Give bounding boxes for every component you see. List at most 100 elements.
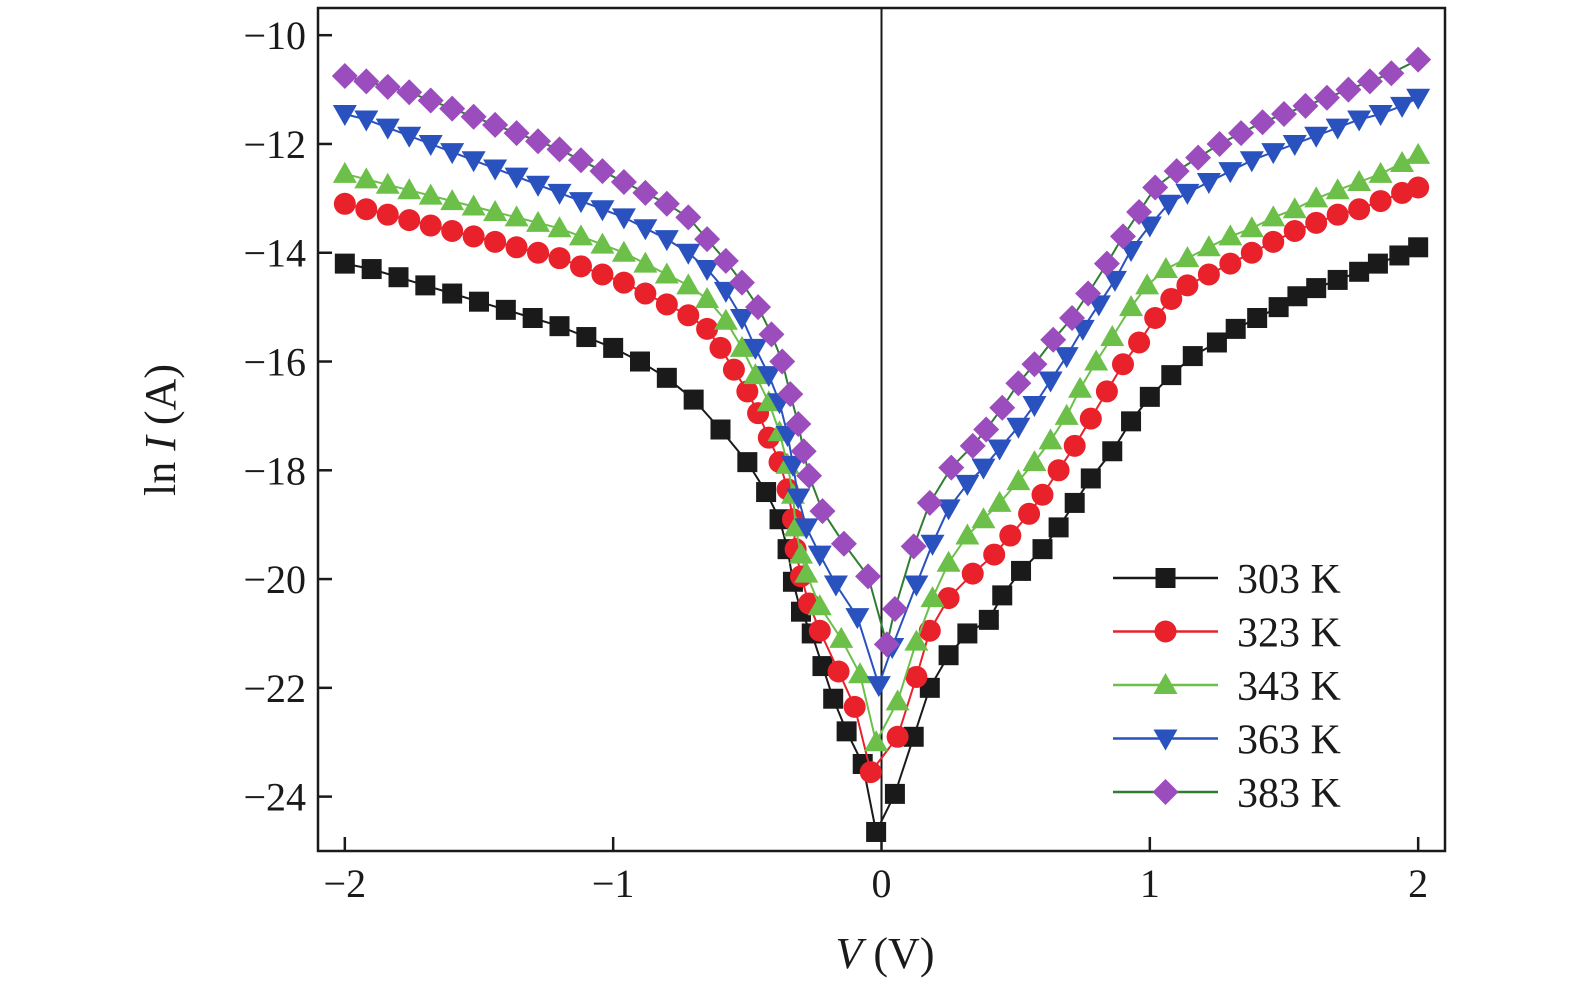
data-point — [1261, 143, 1286, 165]
data-point — [1228, 120, 1255, 147]
data-point — [1218, 224, 1243, 246]
data-point — [785, 411, 812, 438]
data-point — [900, 533, 927, 560]
data-point — [1038, 371, 1063, 393]
legend-item: 383 K — [1113, 771, 1341, 817]
data-point — [728, 269, 755, 296]
data-point — [936, 499, 961, 521]
x-tick-label: 0 — [872, 861, 892, 906]
legend-item: 363 K — [1113, 718, 1341, 764]
legend-item: 323 K — [1113, 611, 1341, 657]
data-point — [1349, 261, 1370, 282]
legend-item: 303 K — [1113, 557, 1341, 603]
data-point — [1126, 198, 1153, 225]
data-point — [419, 214, 442, 237]
data-point — [1405, 46, 1432, 73]
data-point — [987, 490, 1012, 512]
data-point — [1040, 326, 1067, 353]
data-point — [1112, 353, 1134, 376]
data-point — [807, 545, 832, 567]
data-point — [1160, 287, 1183, 310]
series-383k — [331, 46, 1432, 658]
data-point — [937, 587, 960, 610]
data-point — [695, 260, 720, 282]
data-point — [1048, 517, 1069, 538]
data-point — [1197, 263, 1220, 286]
data-point — [611, 240, 636, 262]
data-point — [503, 120, 530, 147]
data-point — [920, 586, 945, 608]
x-axis: −2 −1 0 1 2 — [324, 837, 1428, 906]
y-tick-label: −12 — [243, 122, 306, 167]
data-point — [1335, 76, 1362, 103]
data-point — [796, 462, 823, 489]
data-point — [1304, 126, 1329, 148]
data-point — [462, 225, 485, 248]
data-point — [612, 271, 635, 294]
data-point — [653, 190, 680, 217]
data-point — [1225, 318, 1246, 339]
legend-marker — [1154, 620, 1177, 643]
data-point — [916, 489, 943, 516]
data-point — [331, 62, 358, 89]
data-point — [504, 167, 529, 189]
data-point — [504, 205, 529, 227]
data-point — [1139, 386, 1160, 407]
data-point — [1022, 396, 1047, 418]
data-point — [973, 416, 1000, 443]
y-axis-label: ln I (A) — [136, 364, 185, 496]
data-point — [1356, 68, 1383, 95]
data-point — [1390, 96, 1415, 118]
data-point — [794, 518, 819, 540]
data-point — [1031, 483, 1054, 506]
data-point — [836, 721, 857, 742]
data-point — [1378, 60, 1405, 87]
data-point — [1137, 216, 1162, 238]
data-point — [633, 219, 658, 241]
y-tick-label: −20 — [243, 557, 306, 602]
data-point — [1389, 245, 1410, 266]
series-group — [331, 46, 1432, 842]
data-point — [978, 609, 999, 630]
data-point — [1102, 270, 1127, 292]
data-point — [611, 208, 636, 230]
data-point — [1271, 101, 1297, 128]
data-point — [333, 192, 356, 215]
legend-marker — [1155, 568, 1176, 588]
data-point — [1249, 109, 1276, 136]
data-point — [1282, 134, 1307, 156]
data-point — [1185, 144, 1212, 171]
data-point — [1368, 105, 1393, 127]
data-point — [655, 293, 678, 316]
data-point — [1156, 194, 1181, 216]
data-point — [823, 688, 844, 709]
data-point — [1059, 305, 1086, 332]
y-tick-label: −14 — [243, 231, 306, 276]
data-point — [843, 695, 866, 718]
data-point — [1206, 130, 1233, 157]
data-point — [461, 194, 486, 216]
legend-marker — [1152, 779, 1179, 805]
data-point — [983, 543, 1006, 566]
data-point — [397, 178, 422, 200]
data-point — [589, 158, 616, 185]
data-point — [873, 631, 900, 658]
data-point — [696, 317, 719, 340]
data-point — [1153, 257, 1178, 279]
x-tick-label: −2 — [324, 861, 367, 906]
x-axis-label-var: V — [836, 929, 868, 978]
x-tick-label: 2 — [1408, 861, 1428, 906]
data-point — [743, 338, 768, 360]
legend-label: 363 K — [1237, 718, 1341, 764]
data-point — [630, 351, 650, 372]
legend-label: 303 K — [1237, 557, 1341, 603]
data-point — [1142, 174, 1169, 201]
data-point — [441, 219, 464, 242]
data-point — [460, 103, 487, 130]
data-point — [809, 498, 836, 525]
data-point — [440, 143, 465, 165]
data-point — [1196, 235, 1221, 257]
data-point — [1196, 173, 1221, 195]
data-point — [743, 363, 768, 385]
